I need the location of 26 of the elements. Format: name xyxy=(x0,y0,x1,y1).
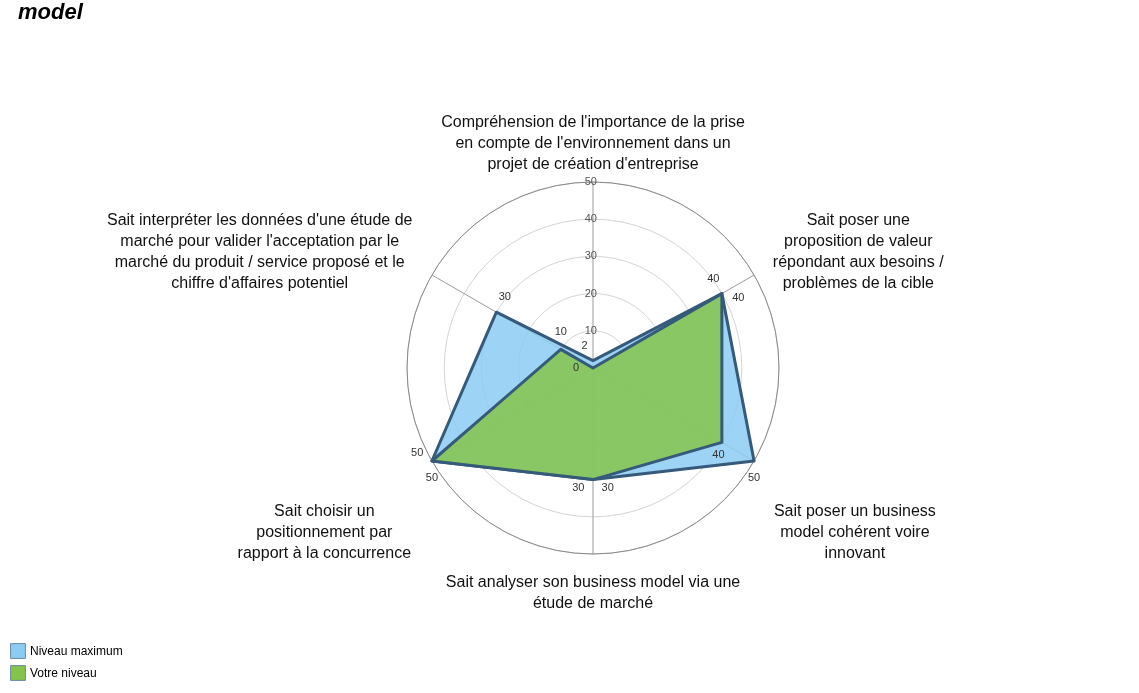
data-label: 10 xyxy=(554,325,567,338)
y-tick-label: 40 xyxy=(584,212,597,225)
legend-label: Niveau maximum xyxy=(30,644,123,658)
y-tick-label: 20 xyxy=(584,286,597,299)
data-label: 50 xyxy=(411,445,424,458)
chart-title: model xyxy=(18,0,84,24)
spoke-label: Sait poser un business model cohérent voire innovant xyxy=(773,502,936,561)
data-label: 50 xyxy=(425,471,439,483)
spoke-label: Sait analyser son business model via une étude de marché xyxy=(445,573,741,611)
data-label: 30 xyxy=(572,481,585,494)
y-tick-label: 30 xyxy=(584,249,597,262)
data-label: 40 xyxy=(712,447,725,460)
y-tick-label: 10 xyxy=(584,323,597,336)
data-label: 40 xyxy=(732,291,745,303)
legend-label: Votre niveau xyxy=(30,666,97,680)
data-label: 30 xyxy=(601,481,614,494)
spoke-label: Sait poser une proposition de valeur répondant aux besoins / problèmes de la cible xyxy=(772,211,945,291)
data-label: 50 xyxy=(747,471,761,483)
data-label: 40 xyxy=(707,271,720,284)
spoke-label: Sait choisir un positionnement par rapport à la concurrence xyxy=(237,502,412,561)
data-label: 0 xyxy=(572,361,580,373)
spoke-label: Sait interpréter les données d'une étude de marché pour valider l'acceptation par le marché du produit / service proposé et le chiffre d'affaires potentiel xyxy=(106,211,413,291)
spoke-label: Compréhension de l'importance de la prise en compte de l'environnement dans un projet de création d'entreprise xyxy=(441,113,745,172)
y-tick-label: 50 xyxy=(584,175,597,187)
data-label: 30 xyxy=(498,290,511,303)
data-label: 2 xyxy=(581,338,588,351)
